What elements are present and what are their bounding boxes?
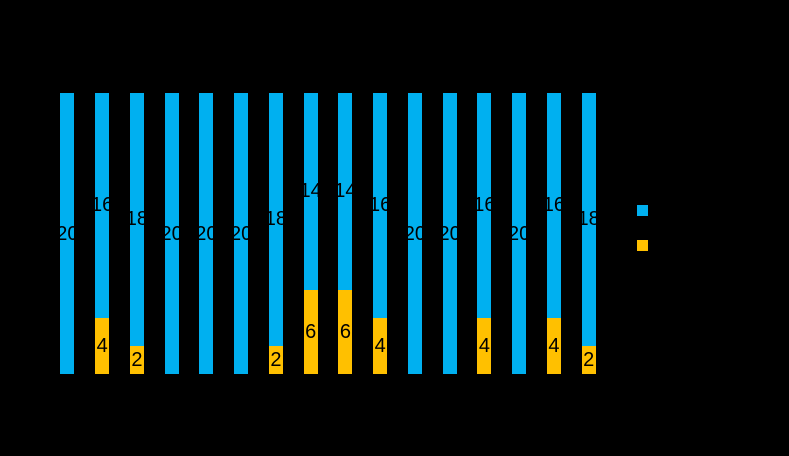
bar-segment-top — [407, 93, 422, 374]
bar-segment-bottom — [338, 289, 353, 374]
bar-segment-top — [442, 93, 457, 374]
bar-segment-top — [303, 93, 318, 290]
bar-segment-bottom — [546, 317, 561, 374]
bar-slot: 16 4 — [363, 93, 398, 374]
bar-segment-bottom — [477, 317, 492, 374]
stacked-bar — [477, 93, 492, 374]
bar-slot: 20 — [398, 93, 433, 374]
bar-segment-top — [546, 93, 561, 318]
stacked-bar — [338, 93, 353, 374]
bar-slot: 16 4 — [537, 93, 572, 374]
bar-segment-top — [268, 93, 283, 346]
bar-slot: 14 6 — [328, 93, 363, 374]
stacked-bar — [373, 93, 388, 374]
stacked-bar — [581, 93, 596, 374]
bar-slot: 20 — [432, 93, 467, 374]
bar-slot: 18 2 — [571, 93, 606, 374]
bar-slot: 20 — [50, 93, 85, 374]
stacked-bar — [303, 93, 318, 374]
bar-slot: 18 2 — [120, 93, 155, 374]
stacked-bar — [164, 93, 179, 374]
bar-segment-top — [477, 93, 492, 318]
legend-swatch-blue — [637, 205, 648, 216]
bar-segment-bottom — [129, 345, 144, 374]
stacked-bar — [234, 93, 249, 374]
stacked-bar — [268, 93, 283, 374]
bar-segment-top — [60, 93, 75, 374]
bar-segment-bottom — [268, 345, 283, 374]
stacked-bar — [129, 93, 144, 374]
bar-slot: 16 4 — [467, 93, 502, 374]
bar-slot: 16 4 — [85, 93, 120, 374]
stacked-bar — [60, 93, 75, 374]
stacked-bar — [95, 93, 110, 374]
bar-segment-bottom — [95, 317, 110, 374]
bar-slot: 14 6 — [293, 93, 328, 374]
bar-segment-bottom — [581, 345, 596, 374]
stacked-bar — [546, 93, 561, 374]
bar-slot: 20 — [224, 93, 259, 374]
bar-segment-top — [581, 93, 596, 346]
bar-segment-top — [512, 93, 527, 374]
bar-segment-top — [129, 93, 144, 346]
plot-area: 20 16 4 18 2 20 20 20 18 2 14 6 14 6 16 4 20 20 16 4 20 16 4 18… — [50, 93, 606, 374]
stacked-bar — [199, 93, 214, 374]
bar-segment-top — [199, 93, 214, 374]
legend-swatch-orange — [637, 240, 648, 251]
bar-segment-top — [234, 93, 249, 374]
bar-segment-top — [338, 93, 353, 290]
bar-slot: 20 — [502, 93, 537, 374]
stacked-bar — [512, 93, 527, 374]
bar-segment-bottom — [303, 289, 318, 374]
bar-slot: 18 2 — [259, 93, 294, 374]
stacked-bar — [407, 93, 422, 374]
bar-segment-top — [164, 93, 179, 374]
bar-segment-bottom — [373, 317, 388, 374]
bar-segment-top — [373, 93, 388, 318]
bar-segment-top — [95, 93, 110, 318]
bar-slot: 20 — [154, 93, 189, 374]
bar-slot: 20 — [189, 93, 224, 374]
stacked-bar — [442, 93, 457, 374]
